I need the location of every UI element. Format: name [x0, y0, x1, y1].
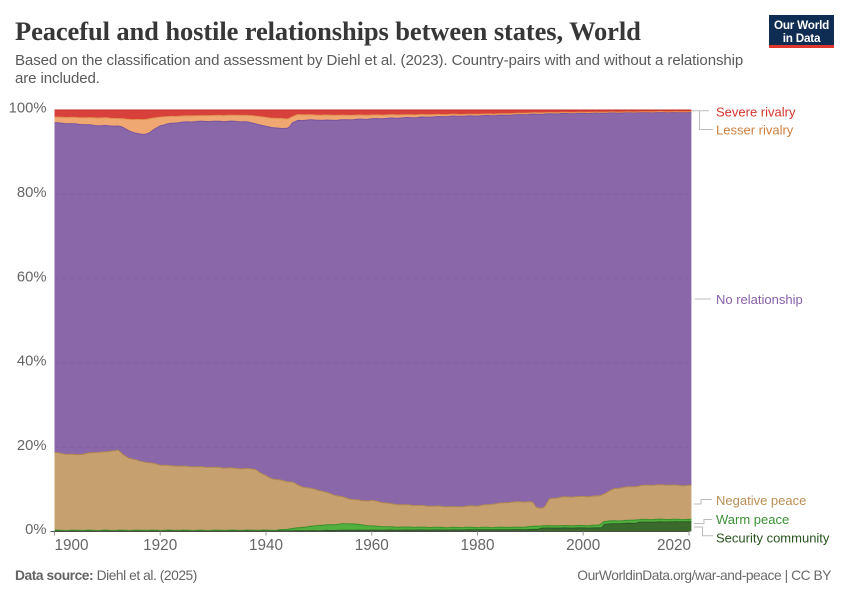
svg-text:1940: 1940: [249, 537, 283, 554]
svg-text:Negative peace: Negative peace: [716, 493, 806, 508]
svg-text:0%: 0%: [25, 522, 46, 538]
svg-text:2020: 2020: [657, 537, 691, 554]
svg-text:1920: 1920: [143, 537, 177, 554]
svg-text:Severe rivalry: Severe rivalry: [716, 105, 796, 120]
svg-text:Lesser rivalry: Lesser rivalry: [716, 123, 794, 138]
svg-text:1980: 1980: [460, 537, 494, 554]
svg-text:No relationship: No relationship: [716, 292, 803, 307]
svg-text:20%: 20%: [17, 438, 47, 454]
svg-text:Warm peace: Warm peace: [716, 512, 789, 527]
svg-text:1960: 1960: [355, 537, 389, 554]
svg-text:100%: 100%: [9, 101, 47, 117]
svg-text:60%: 60%: [17, 269, 47, 285]
svg-text:40%: 40%: [17, 354, 47, 370]
svg-text:2000: 2000: [566, 537, 600, 554]
svg-text:1900: 1900: [55, 537, 89, 554]
svg-text:80%: 80%: [17, 185, 47, 201]
svg-text:Security community: Security community: [716, 531, 830, 546]
